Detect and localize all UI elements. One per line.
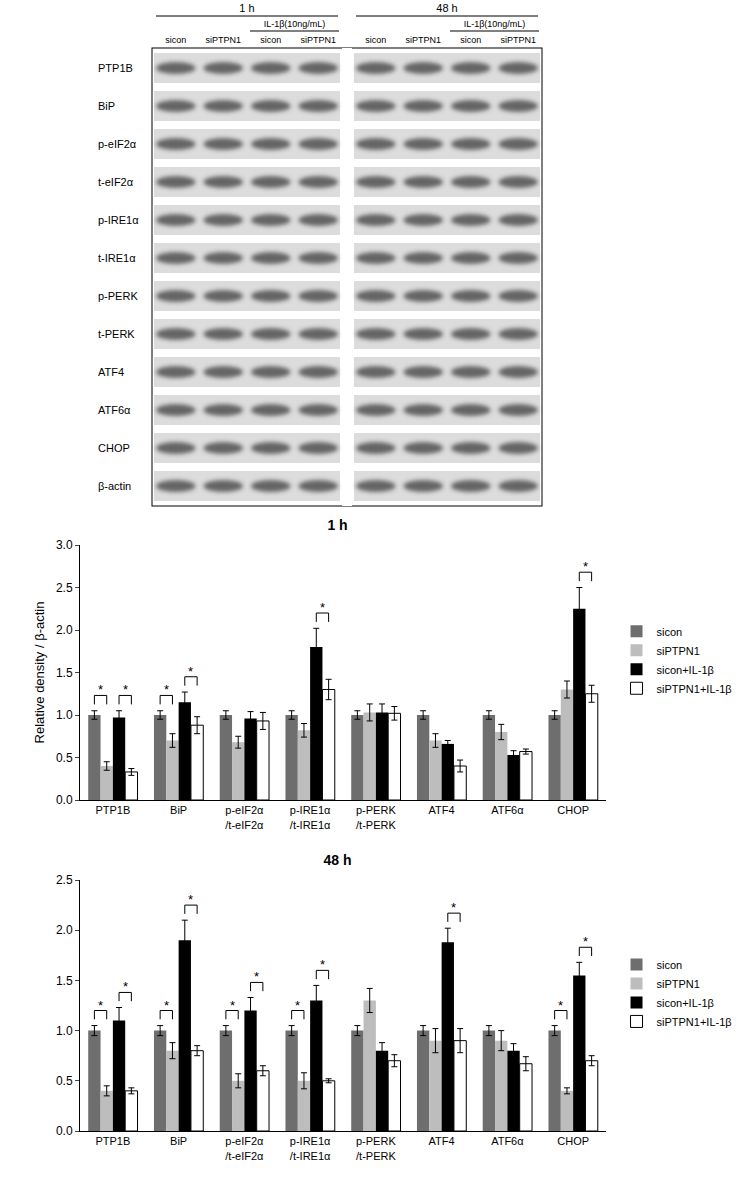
svg-text:CHOP: CHOP <box>98 442 130 454</box>
svg-text:p-eIF2α: p-eIF2α <box>98 138 137 150</box>
svg-text:2.5: 2.5 <box>56 581 73 595</box>
svg-text:siPTPN1: siPTPN1 <box>657 645 700 657</box>
svg-text:siPTPN1+IL-1β: siPTPN1+IL-1β <box>657 1016 732 1028</box>
svg-text:*: * <box>295 998 300 1013</box>
svg-text:sicon+IL-1β: sicon+IL-1β <box>657 664 714 676</box>
svg-text:BiP: BiP <box>98 100 115 112</box>
svg-text:2.5: 2.5 <box>56 873 73 887</box>
svg-text:1.5: 1.5 <box>56 974 73 988</box>
svg-text:IL-1β(10ng/mL): IL-1β(10ng/mL) <box>264 19 326 29</box>
svg-text:*: * <box>123 682 128 697</box>
svg-text:sicon+IL-1β: sicon+IL-1β <box>657 997 714 1009</box>
svg-text:p-PERK: p-PERK <box>98 290 138 302</box>
svg-text:48 h: 48 h <box>436 2 457 14</box>
svg-text:0.0: 0.0 <box>56 793 73 807</box>
svg-text:2.0: 2.0 <box>56 623 73 637</box>
svg-text:*: * <box>98 998 103 1013</box>
svg-text:p-IRE1α: p-IRE1α <box>98 214 139 226</box>
svg-text:*: * <box>254 969 259 984</box>
svg-text:ATF4: ATF4 <box>98 366 124 378</box>
svg-text:p-eIF2α/t-eIF2α: p-eIF2α/t-eIF2α <box>225 804 264 830</box>
svg-text:Relative density / β-actin: Relative density / β-actin <box>32 602 47 744</box>
svg-text:*: * <box>164 682 169 697</box>
svg-text:siPTPN1: siPTPN1 <box>500 35 536 45</box>
svg-text:2.0: 2.0 <box>56 923 73 937</box>
svg-text:sicon: sicon <box>657 626 683 638</box>
svg-text:*: * <box>230 998 235 1013</box>
svg-text:sicon: sicon <box>260 35 281 45</box>
svg-text:p-IRE1α/t-IRE1α: p-IRE1α/t-IRE1α <box>290 1135 331 1161</box>
svg-text:p-PERK/t-PERK: p-PERK/t-PERK <box>356 804 396 830</box>
svg-text:1.0: 1.0 <box>56 1024 73 1038</box>
svg-text:*: * <box>451 900 456 915</box>
svg-text:*: * <box>98 682 103 697</box>
svg-text:*: * <box>320 957 325 972</box>
svg-text:1 h: 1 h <box>239 2 254 14</box>
svg-text:*: * <box>583 934 588 949</box>
svg-text:ATF6α: ATF6α <box>98 404 131 416</box>
svg-text:48 h: 48 h <box>323 852 351 868</box>
svg-text:0.0: 0.0 <box>56 1124 73 1138</box>
svg-text:*: * <box>188 664 193 679</box>
svg-text:sicon: sicon <box>165 35 186 45</box>
svg-text:*: * <box>558 998 563 1013</box>
svg-text:siPTPN1: siPTPN1 <box>300 35 336 45</box>
svg-text:siPTPN1: siPTPN1 <box>205 35 241 45</box>
svg-text:ATF4: ATF4 <box>429 804 455 816</box>
svg-text:*: * <box>123 979 128 994</box>
svg-text:BiP: BiP <box>170 804 187 816</box>
svg-text:PTP1B: PTP1B <box>95 804 130 816</box>
svg-text:*: * <box>583 559 588 574</box>
svg-text:siPTPN1: siPTPN1 <box>405 35 441 45</box>
svg-text:β-actin: β-actin <box>98 480 131 492</box>
svg-text:CHOP: CHOP <box>557 804 589 816</box>
svg-text:1.0: 1.0 <box>56 708 73 722</box>
svg-text:3.0: 3.0 <box>56 538 73 552</box>
svg-text:BiP: BiP <box>170 1135 187 1147</box>
svg-text:*: * <box>188 892 193 907</box>
svg-text:*: * <box>320 600 325 615</box>
svg-text:0.5: 0.5 <box>56 1074 73 1088</box>
svg-text:t-PERK: t-PERK <box>98 328 135 340</box>
svg-text:t-IRE1α: t-IRE1α <box>98 252 136 264</box>
svg-text:siPTPN1+IL-1β: siPTPN1+IL-1β <box>657 683 732 695</box>
svg-text:p-eIF2α/t-eIF2α: p-eIF2α/t-eIF2α <box>225 1135 264 1161</box>
svg-text:sicon: sicon <box>657 959 683 971</box>
svg-text:CHOP: CHOP <box>557 1135 589 1147</box>
svg-text:IL-1β(10ng/mL): IL-1β(10ng/mL) <box>464 19 526 29</box>
svg-text:ATF4: ATF4 <box>429 1135 455 1147</box>
svg-text:0.5: 0.5 <box>56 751 73 765</box>
svg-text:sicon: sicon <box>365 35 386 45</box>
svg-text:siPTPN1: siPTPN1 <box>657 978 700 990</box>
svg-text:sicon: sicon <box>460 35 481 45</box>
svg-text:1 h: 1 h <box>327 517 347 533</box>
svg-text:PTP1B: PTP1B <box>98 62 133 74</box>
svg-text:ATF6α: ATF6α <box>491 804 524 816</box>
svg-text:t-eIF2α: t-eIF2α <box>98 176 134 188</box>
svg-text:p-PERK/t-PERK: p-PERK/t-PERK <box>356 1135 396 1161</box>
svg-text:PTP1B: PTP1B <box>95 1135 130 1147</box>
svg-text:1.5: 1.5 <box>56 666 73 680</box>
svg-text:ATF6α: ATF6α <box>491 1135 524 1147</box>
svg-text:*: * <box>164 998 169 1013</box>
svg-text:p-IRE1α/t-IRE1α: p-IRE1α/t-IRE1α <box>290 804 331 830</box>
